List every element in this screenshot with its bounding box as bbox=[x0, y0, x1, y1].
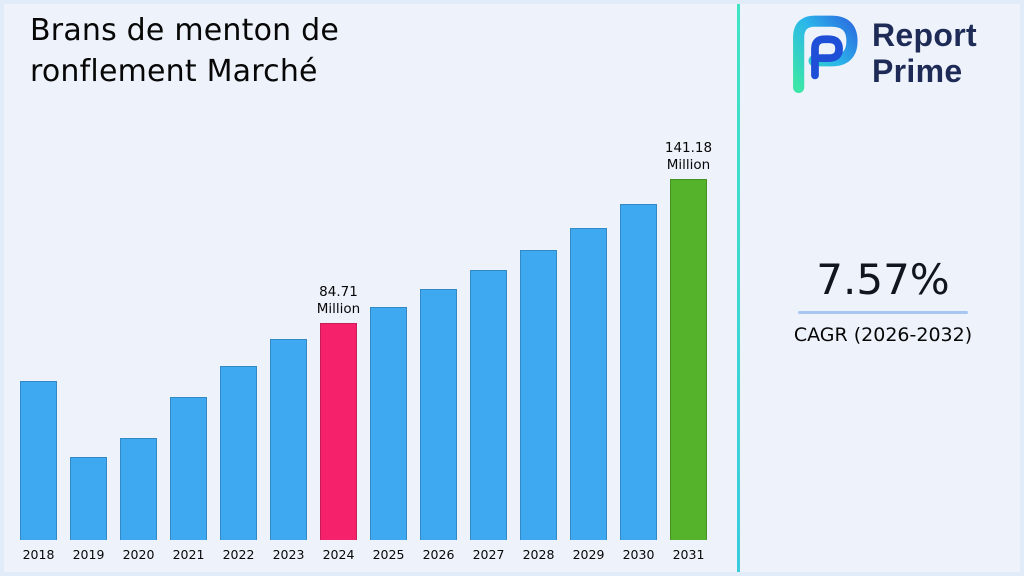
logo-word-prime: Prime bbox=[872, 53, 963, 89]
title-line-1: Brans de menton de bbox=[30, 13, 339, 48]
bar-2029 bbox=[570, 228, 607, 540]
x-tick-2020: 2020 bbox=[122, 547, 155, 562]
bar-group-2026: 2026 bbox=[420, 289, 457, 562]
report-prime-logo-icon bbox=[778, 10, 864, 96]
report-prime-logo-text: Report Prime bbox=[872, 17, 977, 89]
bar-2030 bbox=[620, 204, 657, 540]
x-tick-2025: 2025 bbox=[372, 547, 405, 562]
bar-group-2022: 2022 bbox=[220, 366, 257, 562]
bar-group-2018: 2018 bbox=[20, 381, 57, 562]
bar-2021 bbox=[170, 397, 207, 540]
bar-group-2031: 141.18 Million 2031 bbox=[665, 140, 712, 562]
bar-2025 bbox=[370, 307, 407, 540]
bar-group-2028: 2028 bbox=[520, 250, 557, 562]
x-tick-2030: 2030 bbox=[622, 547, 655, 562]
cagr-label: CAGR (2026-2032) bbox=[793, 324, 973, 346]
x-tick-2018: 2018 bbox=[22, 547, 55, 562]
bar-2022 bbox=[220, 366, 257, 540]
bar-2028 bbox=[520, 250, 557, 540]
bar-group-2025: 2025 bbox=[370, 307, 407, 562]
cagr-block: 7.57% CAGR (2026-2032) bbox=[744, 255, 1020, 347]
bar-group-2029: 2029 bbox=[570, 228, 607, 562]
bar-group-2019: 2019 bbox=[70, 457, 107, 562]
x-tick-2027: 2027 bbox=[472, 547, 505, 562]
bar-group-2023: 2023 bbox=[270, 339, 307, 562]
bar-value-label-2031: 141.18 Million bbox=[664, 140, 713, 173]
x-tick-2024: 2024 bbox=[322, 547, 355, 562]
bar-2031 bbox=[670, 179, 707, 540]
x-tick-2026: 2026 bbox=[422, 547, 455, 562]
bar-2027 bbox=[470, 270, 507, 540]
bar-2018 bbox=[20, 381, 57, 540]
x-tick-2022: 2022 bbox=[222, 547, 255, 562]
x-tick-2028: 2028 bbox=[522, 547, 555, 562]
bar-2026 bbox=[420, 289, 457, 540]
title-line-2: ronflement Marché bbox=[30, 54, 318, 89]
x-tick-2021: 2021 bbox=[172, 547, 205, 562]
bar-group-2027: 2027 bbox=[470, 270, 507, 562]
bar-chart: 2018 2019 2020 2021 2022 2023 84.71 Million 202… bbox=[20, 140, 712, 562]
bar-2019 bbox=[70, 457, 107, 540]
cagr-underline bbox=[798, 311, 968, 314]
x-tick-2031: 2031 bbox=[672, 547, 705, 562]
bar-group-2021: 2021 bbox=[170, 397, 207, 562]
bar-2024 bbox=[320, 323, 357, 540]
bar-value-label-2024: 84.71 Million bbox=[316, 284, 361, 317]
bar-group-2030: 2030 bbox=[620, 204, 657, 562]
bar-group-2020: 2020 bbox=[120, 438, 157, 562]
page-title: Brans de menton de ronflement Marché bbox=[30, 10, 339, 92]
divider-line bbox=[737, 4, 740, 572]
x-tick-2029: 2029 bbox=[572, 547, 605, 562]
x-tick-2019: 2019 bbox=[72, 547, 105, 562]
x-tick-2023: 2023 bbox=[272, 547, 305, 562]
bar-group-2024: 84.71 Million 2024 bbox=[317, 284, 360, 562]
cagr-value: 7.57% bbox=[816, 255, 950, 304]
bar-2020 bbox=[120, 438, 157, 540]
logo-word-report: Report bbox=[872, 17, 977, 53]
bar-2023 bbox=[270, 339, 307, 540]
report-prime-logo: Report Prime bbox=[778, 10, 977, 96]
